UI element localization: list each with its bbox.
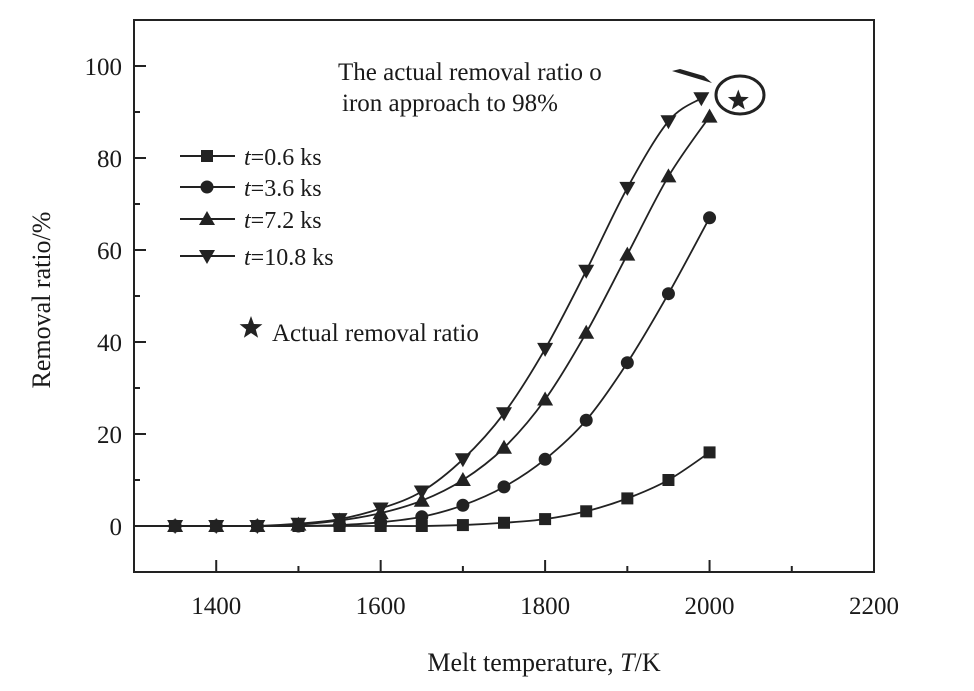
data-point-s4 — [372, 502, 389, 517]
x-tick-label: 1800 — [520, 593, 570, 620]
y-tick-label: 100 — [85, 54, 123, 81]
data-point-s1 — [498, 516, 510, 529]
legend-label-actual: Actual removal ratio — [272, 320, 479, 347]
series-line-4 — [134, 97, 702, 528]
data-point-s1 — [580, 505, 593, 518]
x-axis-ticks: 1400 1600 1800 2000 2200 — [191, 560, 899, 620]
data-point-s4 — [619, 181, 636, 196]
annotation: The actual removal ratio o iron approach… — [338, 59, 766, 117]
x-tick-label: 2000 — [685, 593, 735, 620]
annotation-arrow — [672, 69, 712, 83]
data-point-s4 — [537, 342, 554, 357]
legend-label-2: t=3.6 ks — [244, 176, 322, 202]
data-point-s4 — [290, 517, 307, 532]
x-axis-label-symbol: T — [620, 648, 636, 677]
legend-marker-circle — [200, 180, 214, 194]
y-tick-label: 20 — [97, 422, 122, 449]
x-tick-label: 1600 — [356, 593, 406, 620]
data-point-s3 — [537, 391, 554, 406]
legend-marker-star — [239, 316, 263, 338]
data-point-s2 — [661, 287, 675, 301]
data-point-s4 — [331, 513, 348, 528]
x-tick-label: 1400 — [191, 593, 241, 620]
annotation-circle — [714, 74, 766, 116]
data-point-s2 — [415, 510, 429, 524]
y-tick-label: 0 — [110, 514, 123, 541]
legend-label-1: t=0.6 ks — [244, 145, 322, 171]
data-point-s3 — [496, 439, 512, 454]
data-point-s3 — [578, 324, 595, 339]
legend-label-4: t=10.8 ks — [244, 245, 334, 271]
data-point-s2 — [579, 413, 593, 427]
legend-entry-3: t=7.2 ks — [180, 208, 322, 234]
legend-entry-1: t=0.6 ks — [180, 145, 322, 171]
legend-marker-square — [201, 150, 213, 162]
legend-marker-triangle-up — [199, 211, 215, 225]
data-point-s3 — [660, 168, 677, 183]
legend-entry-actual: Actual removal ratio — [239, 316, 479, 347]
x-axis-label-unit: /K — [635, 648, 661, 677]
data-point-s3 — [619, 246, 636, 261]
data-point-s3 — [413, 492, 430, 507]
annotation-line-2: iron approach to 98% — [342, 90, 558, 117]
data-point-s4 — [208, 520, 225, 534]
data-point-s4 — [578, 264, 595, 279]
legend-entry-4: t=10.8 ks — [180, 245, 334, 271]
data-point-s3 — [454, 472, 471, 486]
data-point-s1 — [456, 519, 469, 532]
y-tick-label: 80 — [97, 146, 122, 173]
legend-entry-2: t=3.6 ks — [180, 176, 322, 202]
data-point-s4 — [249, 520, 266, 534]
legend-label-3: t=7.2 ks — [244, 208, 322, 234]
data-point-s1 — [621, 492, 634, 505]
y-tick-label: 60 — [97, 238, 122, 265]
x-tick-label: 2200 — [849, 593, 899, 620]
data-point-s2 — [703, 211, 717, 225]
annotation-line-1: The actual removal ratio o — [338, 59, 602, 86]
y-axis-ticks: 0 20 40 60 80 100 — [85, 54, 146, 541]
data-point-s1 — [662, 474, 675, 486]
data-point-s4 — [660, 115, 677, 130]
data-point-s1 — [703, 446, 716, 459]
data-point-s4 — [693, 92, 710, 107]
y-tick-label: 40 — [97, 330, 122, 357]
actual-point-star — [727, 89, 749, 110]
data-point-s1 — [539, 513, 552, 526]
data-point-s2 — [497, 480, 511, 494]
data-point-s4 — [167, 520, 184, 534]
data-point-s4 — [496, 407, 512, 422]
data-point-s2 — [620, 356, 634, 370]
data-point-s1 — [415, 520, 428, 532]
data-point-s2 — [538, 452, 552, 466]
legend: t=0.6 ks t=3.6 ks t=7.2 ks t=10.8 ks Act… — [180, 145, 479, 347]
markers-group — [167, 89, 749, 534]
y-axis-label: Removal ratio/% — [27, 212, 56, 389]
data-point-s4 — [454, 453, 471, 468]
x-axis-label: Melt temperature, T/K — [427, 648, 660, 677]
data-point-s3 — [701, 108, 718, 123]
legend-marker-triangle-down — [199, 250, 215, 264]
data-point-s2 — [456, 498, 470, 512]
data-point-s4 — [413, 485, 430, 500]
